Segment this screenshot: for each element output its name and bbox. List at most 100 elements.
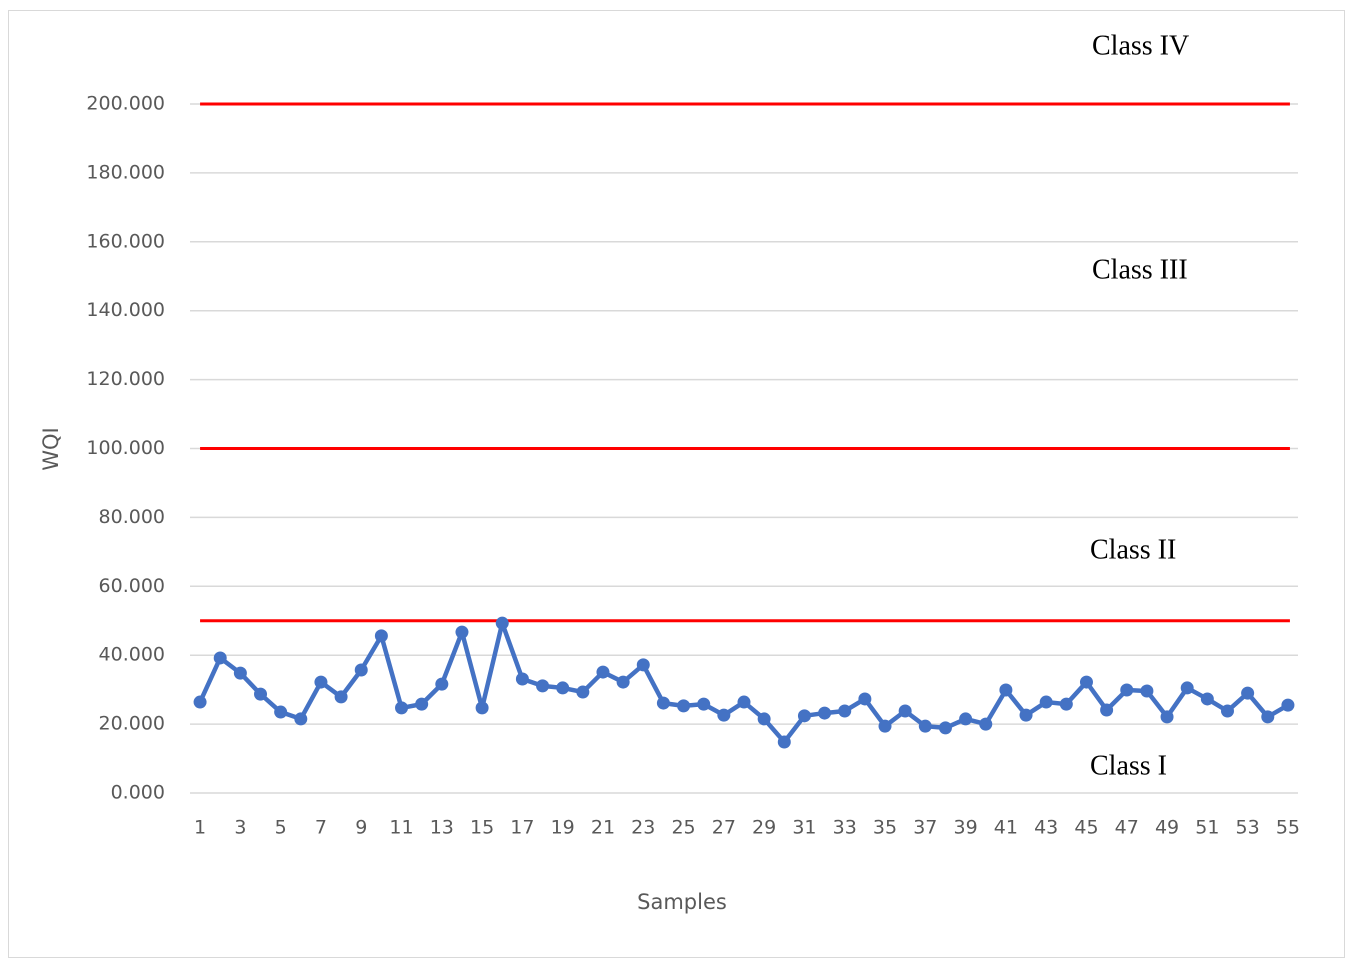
y-tick-label: 80.000 xyxy=(99,506,165,528)
data-point xyxy=(395,701,409,715)
x-tick-label: 53 xyxy=(1236,817,1260,839)
x-tick-label: 47 xyxy=(1115,817,1139,839)
x-tick-label: 45 xyxy=(1074,817,1098,839)
x-tick-label: 9 xyxy=(355,817,367,839)
y-axis-title: WQI xyxy=(39,427,63,471)
x-tick-label: 7 xyxy=(315,817,327,839)
x-tick-label: 17 xyxy=(510,817,534,839)
data-point xyxy=(677,699,691,713)
data-point xyxy=(334,690,348,704)
data-point xyxy=(415,697,429,711)
data-point xyxy=(938,721,952,735)
class-label: Class I xyxy=(1090,750,1167,781)
x-tick-label: 43 xyxy=(1034,817,1058,839)
data-point xyxy=(515,672,529,686)
data-point xyxy=(1200,692,1214,706)
data-point xyxy=(797,709,811,723)
data-point xyxy=(818,706,832,720)
data-point xyxy=(274,705,288,719)
class-label: Class IV xyxy=(1092,30,1189,61)
data-point xyxy=(1281,698,1295,712)
data-point xyxy=(556,681,570,695)
data-point xyxy=(838,704,852,718)
data-point xyxy=(999,683,1013,697)
y-tick-label: 20.000 xyxy=(99,713,165,735)
x-tick-label: 19 xyxy=(551,817,575,839)
data-point xyxy=(495,616,509,630)
x-tick-label: 3 xyxy=(234,817,246,839)
data-point xyxy=(1039,695,1053,709)
data-point xyxy=(374,629,388,643)
data-point xyxy=(918,719,932,733)
x-axis-title: Samples xyxy=(637,890,727,914)
data-point xyxy=(455,625,469,639)
x-tick-label: 49 xyxy=(1155,817,1179,839)
data-point xyxy=(1120,683,1134,697)
x-tick-label: 27 xyxy=(712,817,736,839)
data-point xyxy=(435,677,449,691)
data-point xyxy=(979,717,993,731)
x-tick-label: 31 xyxy=(792,817,816,839)
data-point xyxy=(1059,697,1073,711)
data-point xyxy=(717,708,731,722)
data-point xyxy=(1160,710,1174,724)
y-tick-label: 40.000 xyxy=(99,644,165,666)
data-point xyxy=(959,712,973,726)
y-tick-label: 60.000 xyxy=(99,575,165,597)
x-tick-label: 33 xyxy=(833,817,857,839)
data-point xyxy=(1100,703,1114,717)
class-label: Class III xyxy=(1092,254,1188,285)
x-tick-label: 25 xyxy=(671,817,695,839)
data-point xyxy=(636,658,650,672)
data-point xyxy=(1019,708,1033,722)
y-tick-label: 120.000 xyxy=(86,368,165,390)
data-point xyxy=(1180,681,1194,695)
x-tick-label: 55 xyxy=(1276,817,1300,839)
y-tick-label: 0.000 xyxy=(111,782,165,804)
x-tick-label: 41 xyxy=(994,817,1018,839)
x-tick-label: 15 xyxy=(470,817,494,839)
y-tick-label: 180.000 xyxy=(86,161,165,183)
y-tick-label: 100.000 xyxy=(86,437,165,459)
y-tick-label: 140.000 xyxy=(86,299,165,321)
data-point xyxy=(254,687,268,701)
x-tick-label: 13 xyxy=(430,817,454,839)
x-tick-label: 39 xyxy=(954,817,978,839)
x-tick-label: 35 xyxy=(873,817,897,839)
x-tick-label: 5 xyxy=(275,817,287,839)
data-point xyxy=(737,695,751,709)
data-point xyxy=(193,695,207,709)
data-point xyxy=(777,735,791,749)
data-point xyxy=(878,719,892,733)
data-point xyxy=(354,663,368,677)
data-point xyxy=(757,712,771,726)
data-point xyxy=(576,685,590,699)
y-tick-label: 200.000 xyxy=(86,93,165,115)
x-tick-label: 29 xyxy=(752,817,776,839)
x-tick-label: 37 xyxy=(913,817,937,839)
data-point xyxy=(1241,686,1255,700)
x-tick-label: 1 xyxy=(194,817,206,839)
data-point xyxy=(475,701,489,715)
data-point xyxy=(1079,675,1093,689)
data-point xyxy=(314,675,328,689)
data-point xyxy=(536,679,550,693)
data-point xyxy=(233,666,247,680)
data-point xyxy=(616,675,630,689)
x-tick-label: 51 xyxy=(1195,817,1219,839)
x-tick-label: 23 xyxy=(631,817,655,839)
data-point xyxy=(596,665,610,679)
data-point xyxy=(213,651,227,665)
data-point xyxy=(898,704,912,718)
data-point xyxy=(1140,684,1154,698)
data-point xyxy=(1261,710,1275,724)
data-point xyxy=(656,696,670,710)
data-point xyxy=(294,712,308,726)
chart-frame xyxy=(8,10,1345,958)
class-label: Class II xyxy=(1090,534,1176,565)
y-tick-label: 160.000 xyxy=(86,230,165,252)
data-point xyxy=(1220,704,1234,718)
x-tick-label: 21 xyxy=(591,817,615,839)
